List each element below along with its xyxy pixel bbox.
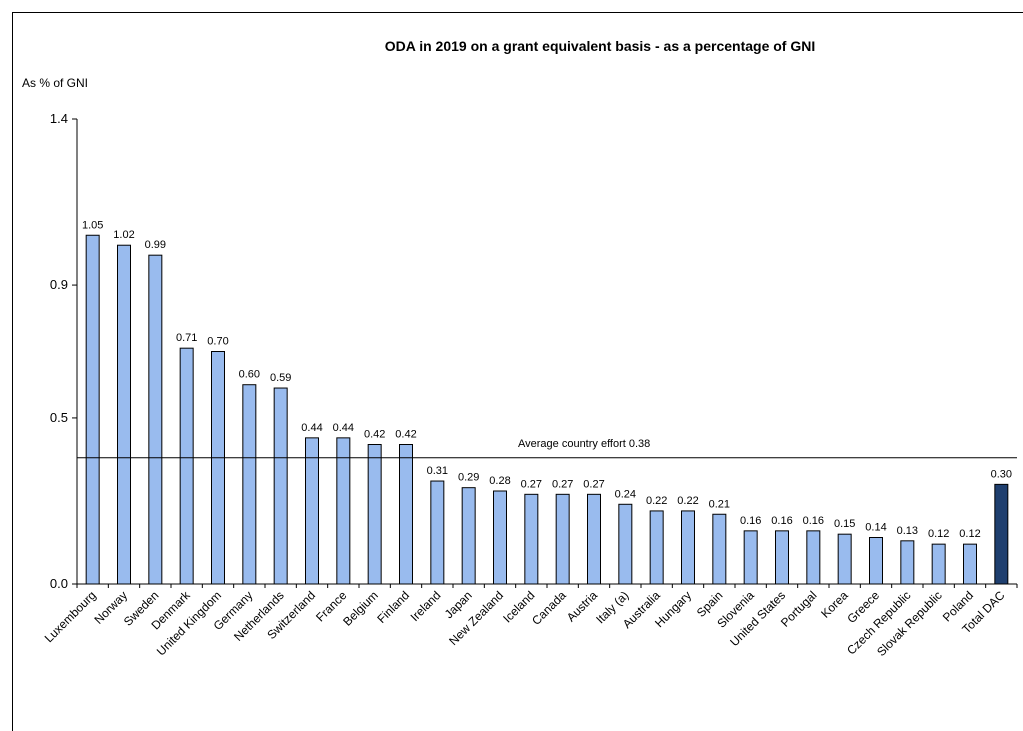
bar-value-label: 0.71 — [176, 332, 197, 344]
bar — [806, 530, 821, 585]
bar — [900, 540, 915, 585]
bar-value-label: 0.27 — [521, 478, 542, 490]
bar-value-label: 0.22 — [677, 495, 698, 507]
bar — [493, 490, 507, 585]
bar — [85, 234, 100, 585]
bar-value-label: 0.13 — [897, 525, 918, 537]
x-tick-label: Finland — [374, 588, 412, 626]
chart-frame — [12, 12, 1023, 731]
bar-value-label: 0.12 — [928, 528, 949, 540]
bar — [743, 530, 758, 585]
x-tick-label: Luxembourg — [42, 588, 99, 645]
bar — [461, 487, 476, 585]
bar-value-label: 0.21 — [709, 498, 730, 510]
x-tick-label: Belgium — [340, 588, 381, 629]
bar — [524, 493, 539, 585]
bar — [931, 543, 946, 585]
bar-value-label: 0.59 — [270, 372, 291, 384]
bar — [179, 347, 194, 585]
bar-value-label: 0.16 — [740, 515, 761, 527]
bar — [148, 254, 163, 585]
bar — [649, 510, 664, 585]
bar — [963, 543, 977, 585]
bar — [273, 387, 288, 585]
x-tick-label: Ireland — [408, 588, 444, 624]
bar — [399, 444, 413, 585]
bar-value-label: 0.15 — [834, 518, 855, 530]
bar-value-label: 1.02 — [113, 229, 134, 241]
bar — [712, 513, 727, 585]
bar — [681, 510, 695, 585]
bar — [367, 444, 382, 585]
chart-title: ODA in 2019 on a grant equivalent basis … — [384, 38, 816, 54]
bar — [242, 384, 257, 585]
bar-value-label: 0.60 — [239, 369, 260, 381]
bar-value-label: 0.44 — [301, 422, 322, 434]
bar-value-label: 0.70 — [207, 336, 228, 348]
y-tick-label: 0.0 — [50, 576, 68, 591]
bar — [775, 530, 789, 585]
average-reference-label: Average country effort 0.38 — [518, 438, 650, 450]
bar-value-label: 0.29 — [458, 472, 479, 484]
bar — [117, 244, 131, 585]
bar-value-label: 0.28 — [489, 475, 510, 487]
bar-value-label: 0.16 — [771, 515, 792, 527]
y-tick-label: 1.4 — [50, 111, 68, 126]
bar-value-label: 0.42 — [395, 429, 416, 441]
bar — [994, 483, 1009, 585]
bar-value-label: 0.27 — [552, 478, 573, 490]
y-tick-label: 0.9 — [50, 277, 68, 292]
x-tick-label: Canada — [529, 588, 569, 628]
bar-value-label: 0.16 — [803, 515, 824, 527]
bar — [618, 503, 633, 585]
bar — [869, 537, 883, 585]
bar-value-label: 0.44 — [333, 422, 354, 434]
bar-value-label: 0.99 — [145, 239, 166, 251]
bar-value-label: 0.42 — [364, 429, 385, 441]
bar — [555, 493, 570, 585]
bar-value-label: 0.24 — [615, 488, 636, 500]
bar — [430, 480, 445, 585]
bar-value-label: 0.31 — [427, 465, 448, 477]
y-axis-label: As % of GNI — [22, 76, 89, 90]
bar-value-label: 0.27 — [583, 478, 604, 490]
bar-value-label: 0.30 — [991, 468, 1012, 480]
bar — [305, 437, 319, 585]
bar-value-label: 0.14 — [865, 522, 886, 534]
bar — [837, 533, 852, 585]
bar — [587, 493, 601, 585]
bar-value-label: 0.12 — [959, 528, 980, 540]
bar-value-label: 0.22 — [646, 495, 667, 507]
bar — [336, 437, 351, 585]
y-tick-label: 0.5 — [50, 410, 68, 425]
bar-value-label: 1.05 — [82, 219, 103, 231]
bar — [211, 351, 225, 585]
